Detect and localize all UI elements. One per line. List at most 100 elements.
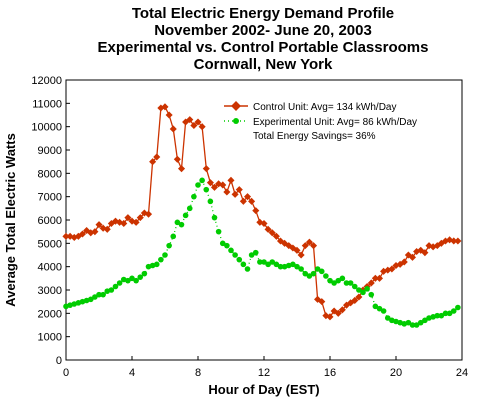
data-point-experimental [380, 308, 387, 314]
legend-entry-control: Control Unit: Avg= 134 kWh/Day [224, 101, 397, 113]
data-point-experimental [277, 263, 284, 270]
data-point-experimental [347, 280, 354, 286]
x-axis: 0 4 8 12 16 20 24 [63, 356, 468, 379]
data-point-control [91, 228, 99, 236]
data-point-experimental [228, 247, 234, 254]
data-point-experimental [372, 303, 379, 310]
y-axis-label: Average Total Electric Watts [3, 133, 18, 307]
data-point-control [95, 221, 103, 229]
data-point-control [78, 230, 87, 238]
data-point-experimental [166, 242, 172, 249]
legend-marker-control [231, 101, 241, 111]
data-point-control [297, 251, 305, 259]
data-point-experimental [455, 304, 461, 311]
data-point-control [318, 298, 326, 306]
y-tick-label: 6000 [38, 215, 62, 227]
data-point-control [190, 121, 198, 130]
data-point-experimental [182, 212, 189, 219]
data-point-control [239, 197, 247, 205]
x-tick-label: 8 [195, 367, 201, 379]
data-point-experimental [87, 296, 94, 303]
data-point-control [260, 219, 268, 228]
data-point-control [144, 210, 153, 218]
data-point-experimental [170, 233, 177, 240]
x-tick-label: 0 [63, 367, 69, 379]
data-point-experimental [252, 249, 259, 256]
data-point-experimental [343, 280, 350, 286]
data-point-experimental [240, 261, 247, 268]
legend-label-control: Control Unit: Avg= 134 kWh/Day [253, 102, 397, 113]
title-line-2: November 2002- June 20, 2003 [154, 22, 372, 39]
y-tick-label: 3000 [38, 285, 62, 297]
data-point-experimental [368, 291, 375, 298]
data-point-control [161, 103, 169, 111]
data-point-experimental [351, 283, 358, 290]
data-point-control [136, 214, 144, 222]
data-point-experimental [207, 198, 214, 205]
legend-marker-experimental [233, 118, 239, 124]
data-point-control [173, 155, 181, 163]
data-point-control [235, 186, 243, 194]
y-tick-label: 7000 [38, 192, 62, 204]
data-point-experimental [327, 277, 333, 284]
data-point-experimental [195, 182, 201, 188]
data-point-experimental [100, 291, 106, 298]
data-point-control [421, 249, 429, 257]
title-line-1: Total Electric Energy Demand Profile [132, 5, 394, 22]
data-point-control [454, 237, 462, 245]
data-point-experimental [236, 256, 243, 263]
data-point-experimental [162, 252, 168, 258]
data-point-experimental [191, 193, 197, 200]
data-point-experimental [108, 287, 115, 293]
data-point-experimental [446, 310, 453, 317]
data-point-experimental [314, 266, 321, 272]
data-point-control [400, 258, 408, 266]
data-point-experimental [174, 219, 181, 226]
data-point-control [326, 313, 334, 321]
data-point-experimental [141, 270, 148, 277]
y-tick-label: 1000 [38, 332, 62, 344]
data-point-experimental [413, 322, 420, 328]
chart-title: Total Electric Energy Demand Profile Nov… [98, 5, 429, 73]
series-control [62, 103, 462, 321]
data-point-experimental [356, 287, 362, 293]
y-tick-label: 12000 [31, 75, 62, 87]
y-tick-label: 5000 [38, 238, 62, 250]
data-point-experimental [133, 277, 139, 284]
data-point-experimental [302, 270, 309, 277]
title-line-4: Cornwall, New York [194, 56, 333, 73]
y-tick-label: 10000 [31, 122, 62, 134]
data-point-control [301, 242, 309, 250]
data-point-control [198, 123, 206, 131]
y-tick-label: 4000 [38, 262, 62, 274]
data-point-experimental [376, 305, 383, 312]
data-point-experimental [323, 273, 329, 279]
data-point-control [388, 265, 396, 273]
data-point-experimental [265, 261, 271, 268]
data-point-control [243, 193, 252, 201]
data-point-control [124, 214, 132, 222]
data-point-experimental [261, 259, 267, 265]
data-point-control [371, 274, 379, 282]
data-point-control [248, 197, 256, 205]
data-point-control [252, 207, 260, 215]
data-point-control [206, 179, 214, 187]
data-point-experimental [203, 186, 210, 193]
data-point-control [165, 111, 173, 119]
data-point-experimental [137, 274, 144, 280]
legend-entry-experimental: Experimental Unit: Avg= 86 kWh/Day [224, 117, 417, 128]
y-tick-label: 11000 [32, 98, 62, 110]
data-point-experimental [125, 277, 131, 284]
series-experimental [63, 177, 461, 328]
data-point-experimental [211, 214, 218, 221]
data-point-experimental [434, 312, 441, 319]
data-point-experimental [257, 259, 263, 265]
y-tick-label: 0 [56, 355, 62, 367]
data-point-experimental [422, 317, 428, 324]
energy-savings-annotation: Total Energy Savings= 36% [253, 131, 376, 142]
data-point-experimental [310, 270, 317, 277]
data-point-experimental [339, 275, 346, 282]
data-point-control [132, 218, 140, 226]
series-line-experimental [65, 179, 459, 326]
